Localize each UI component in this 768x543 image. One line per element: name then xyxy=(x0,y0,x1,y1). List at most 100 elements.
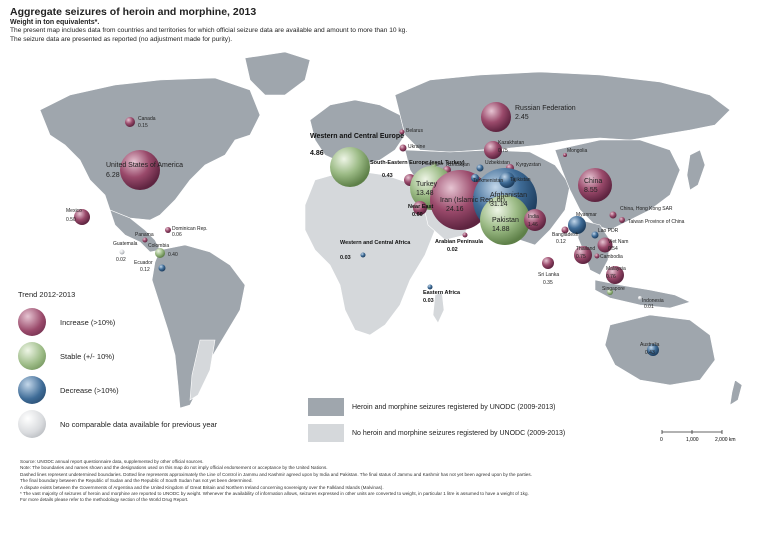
land-patagonia xyxy=(189,339,216,401)
footer-note-1: Note: The boundaries and names shown and… xyxy=(20,465,328,471)
bubble-belarus xyxy=(399,129,405,135)
bubble-myanmar xyxy=(568,216,586,234)
value-ecuador: 0.12 xyxy=(140,267,150,273)
label-turkmenistan: Turkmenistan xyxy=(473,178,503,184)
value-kazakhstan: 0.75 xyxy=(498,148,508,154)
land-japan xyxy=(686,149,706,191)
bubble-pakistan xyxy=(480,195,530,245)
legend-label-no-data: No comparable data available for previou… xyxy=(60,419,218,429)
value-russian-federation: 2.45 xyxy=(515,114,529,121)
label-panama: Panama xyxy=(135,232,154,238)
bubble-india xyxy=(524,209,546,231)
legend-item-stable: Stable (+/- 10%) xyxy=(18,339,303,373)
shade-swatch-registered xyxy=(308,398,344,416)
bubble-arabian-peninsula xyxy=(462,232,468,238)
label-mongolia: Mongolia xyxy=(567,148,588,154)
label-malaysia: Malaysia xyxy=(606,266,626,272)
value-iran: 24.16 xyxy=(446,206,464,213)
label-sri-lanka: Sri Lanka xyxy=(538,272,559,278)
bubble-iran xyxy=(430,170,490,230)
bubble-united-states xyxy=(120,150,160,190)
label-western-central-africa: Western and Central Africa xyxy=(340,240,411,246)
bubble-viet-nam xyxy=(597,237,613,253)
land-greenland xyxy=(244,51,311,96)
value-near-east: 0.60 xyxy=(412,212,423,218)
bubble-cambodia xyxy=(594,253,600,259)
value-mexico: 0.50 xyxy=(66,217,76,223)
value-afghanistan: 31.14 xyxy=(490,201,508,208)
label-singapore: Singapore xyxy=(602,286,625,292)
label-dominican-rep: Dominican Rep. xyxy=(172,226,208,232)
shade-label-registered: Heroin and morphine seizures registered … xyxy=(352,403,556,411)
shade-item-registered: Heroin and morphine seizures registered … xyxy=(308,398,608,416)
label-iran: Iran (Islamic Rep. of) xyxy=(440,197,505,204)
bubble-mexico xyxy=(74,209,90,225)
label-myanmar: Myanmar xyxy=(576,212,597,218)
shade-item-not-registered: No heroin and morphine seizures register… xyxy=(308,424,608,442)
label-afghanistan: Afghanistan xyxy=(490,192,527,199)
value-eastern-africa: 0.03 xyxy=(423,298,434,304)
bubble-tajikistan xyxy=(499,172,515,188)
bubble-canada xyxy=(125,117,135,127)
value-india: 1.46 xyxy=(528,222,538,228)
bubble-russian-federation xyxy=(481,102,511,132)
value-pakistan: 14.88 xyxy=(492,226,510,233)
bubble-turkmenistan xyxy=(471,174,479,182)
label-canada: Canada xyxy=(138,116,156,122)
footer-note-6: For more details please refer to the met… xyxy=(20,497,189,503)
legend-ball-increase xyxy=(18,308,46,336)
bubble-taiwan xyxy=(619,217,625,223)
label-tajikistan: Tajikistan xyxy=(510,177,531,183)
value-malaysia: 0.76 xyxy=(606,274,616,280)
bubble-eastern-africa xyxy=(427,284,433,290)
trend-legend: Trend 2012-2013 Increase (>10%) Stable (… xyxy=(18,290,303,441)
footer-note-3: The final boundary between the Republic … xyxy=(20,478,253,484)
label-indonesia: Indonesia xyxy=(642,298,664,304)
value-turkey: 13.48 xyxy=(416,190,434,197)
land-north-asia xyxy=(394,71,731,153)
land-new-zealand xyxy=(729,379,743,406)
seizure-bubbles xyxy=(74,102,659,356)
value-arabian-peninsula: 0.02 xyxy=(447,247,458,253)
shade-legend: Heroin and morphine seizures registered … xyxy=(308,398,608,450)
bubble-western-central-africa xyxy=(360,252,366,258)
legend-item-no-data: No comparable data available for previou… xyxy=(18,407,303,441)
land-central-america xyxy=(109,209,161,253)
label-azerbaijan: Azerbaijan xyxy=(446,162,470,168)
legend-ball-stable xyxy=(18,342,46,370)
label-bangladesh: Bangladesh xyxy=(552,232,579,238)
map-labels: Russian Federation 2.45 Canada 0.15 Unit… xyxy=(66,105,685,356)
map-title: Aggregate seizures of heroin and morphin… xyxy=(10,6,257,18)
legend-item-decrease: Decrease (>10%) xyxy=(18,373,303,407)
label-near-east: Near East xyxy=(408,204,434,210)
value-sri-lanka: 0.35 xyxy=(543,280,553,286)
legend-ball-decrease xyxy=(18,376,46,404)
bubble-thailand xyxy=(574,246,592,264)
bubble-australia xyxy=(647,344,659,356)
value-colombia: 0.40 xyxy=(168,252,178,258)
bubble-china xyxy=(578,168,612,202)
label-mexico: Mexico xyxy=(66,208,82,214)
scale-label-1000: 1,000 xyxy=(686,437,699,443)
footer-note-4: A dispute exists between the Governments… xyxy=(20,484,384,490)
bubble-bangladesh xyxy=(561,226,569,234)
legend-label-stable: Stable (+/- 10%) xyxy=(60,351,115,361)
bubble-malaysia xyxy=(606,266,624,284)
label-taiwan: Taiwan Province of China xyxy=(628,219,685,225)
legend-item-increase: Increase (>10%) xyxy=(18,305,303,339)
bubble-ukraine xyxy=(399,144,407,152)
bubble-singapore xyxy=(607,289,613,295)
label-usa: United States of America xyxy=(106,162,183,169)
map-description-1: The present map includes data from count… xyxy=(10,27,408,34)
shade-swatch-not-registered xyxy=(308,424,344,442)
land-east-asia xyxy=(554,139,681,231)
value-viet-nam: 0.54 xyxy=(608,246,618,252)
bubble-dominican-rep xyxy=(165,227,171,233)
value-western-central-africa: 0.03 xyxy=(340,255,351,261)
label-australia: Australia xyxy=(640,342,660,348)
legend-label-decrease: Decrease (>10%) xyxy=(60,385,119,395)
legend-title: Trend 2012-2013 xyxy=(18,290,76,299)
label-south-eastern-europe: South-Eastern Europe (excl. Turkey) xyxy=(370,160,465,166)
label-ecuador: Ecuador xyxy=(134,260,153,266)
label-kyrgyzstan: Kyrgyzstan xyxy=(516,162,541,168)
